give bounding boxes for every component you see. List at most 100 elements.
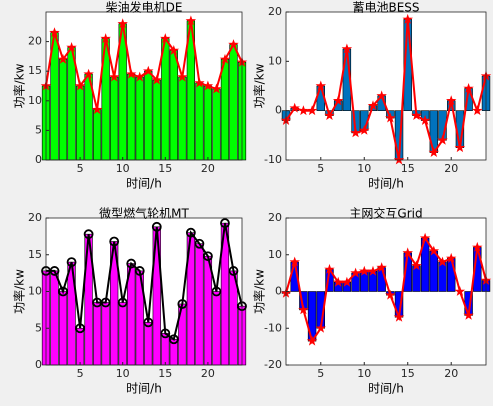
y-tick-label: -20 [264,358,282,371]
marker [66,42,77,52]
marker [454,142,466,153]
y-tick-label: 10 [268,248,282,261]
marker [100,297,111,308]
line [285,19,487,161]
bar [92,302,102,366]
line [46,222,243,341]
y-tick-label: 20 [268,211,282,224]
x-axis-label: 时间/h [126,382,162,396]
bar [75,327,85,366]
marker [126,68,137,79]
marker [385,112,396,123]
marker [463,309,474,320]
y-axis-label: 功率/kw [12,269,27,314]
bar [50,270,59,366]
marker [376,262,387,273]
marker [298,304,309,315]
x-tick-label: 5 [77,367,84,380]
marker [411,110,422,120]
y-tick-label: 10 [268,54,282,67]
x-tick-label: 20 [201,367,215,380]
x-tick-label: 5 [317,162,324,175]
marker [385,289,396,300]
marker [143,65,154,76]
marker [177,71,188,82]
marker [367,265,379,276]
marker [134,266,145,276]
marker [185,227,196,238]
marker [472,105,483,116]
subplot-title: 蓄电池BESS [352,1,419,15]
bar [135,76,144,161]
axes-box [285,11,487,161]
bar [101,302,110,366]
marker [151,74,162,85]
x-tick-label: 10 [357,367,371,380]
y-tick-label: 0 [275,104,282,117]
bar [429,250,439,292]
marker [306,335,318,346]
subplot: -20 -10 0 10 20 5 10 15 20 主网交互Grid 时间/h 功率/kw [252,206,492,396]
marker [411,260,422,271]
bar [118,302,127,366]
marker [75,323,85,334]
bar [229,44,238,161]
marker [463,83,474,93]
x-tick-label: 20 [444,367,458,380]
y-tick-label: 15 [28,248,42,261]
marker [177,299,188,309]
marker [298,105,309,116]
marker [228,266,239,276]
marker [446,252,457,263]
x-tick-label: 20 [201,162,215,175]
x-axis-label: 时间/h [368,177,404,191]
bar [161,38,170,161]
marker [306,105,318,116]
subplot-title: 柴油发电机DE [106,0,183,15]
y-tick-label: 0 [35,153,42,166]
y-tick-label: 0 [35,358,42,371]
bar [212,88,221,161]
x-tick-label: 15 [158,367,172,380]
marker [220,218,230,229]
bar [58,59,68,161]
y-tick-label: 10 [28,94,42,107]
subplot-title: 微型燃气轮机MT [99,206,189,221]
marker [472,241,483,252]
marker [437,256,448,267]
axes-box [45,11,243,161]
subplot: 0 5 10 15 20 5 10 15 20 柴油发电机DE 时间/h 功率/kw [12,0,248,191]
x-tick-label: 15 [401,367,415,380]
bar [110,76,119,161]
y-tick-label: 20 [28,211,42,224]
bar [92,109,102,161]
bar [220,59,230,161]
x-tick-label: 10 [116,162,130,175]
bar [195,243,204,366]
marker [350,267,361,278]
marker [108,71,120,82]
marker [428,147,440,157]
marker [74,80,86,91]
x-tick-label: 5 [317,367,324,380]
marker [66,257,77,268]
y-tick-label: -10 [264,321,282,334]
marker [100,33,111,44]
marker [58,286,68,297]
marker [194,238,205,249]
marker [359,265,370,276]
marker [202,80,214,91]
y-tick-label: 5 [35,321,42,334]
bar [144,70,153,161]
marker [49,266,60,276]
marker [168,45,180,55]
marker [168,334,179,345]
subplot: -10 0 10 20 5 10 15 20 蓄电池BESS 时间/h 功率/kw [252,1,492,191]
marker [376,90,387,101]
marker [324,263,335,274]
marker [324,110,335,120]
marker [194,77,205,88]
marker [367,100,379,111]
marker [402,247,413,258]
